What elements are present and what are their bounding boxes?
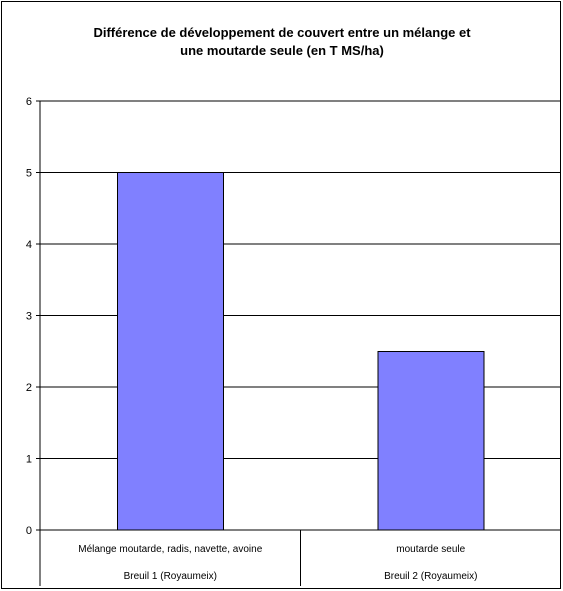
x-category-label: moutarde seule: [396, 544, 465, 555]
y-tick-label: 4: [26, 239, 32, 251]
chart-title: Différence de développement de couvert e…: [93, 25, 471, 58]
y-tick-label: 6: [26, 96, 32, 108]
x-group-label: Breuil 2 (Royaumeix): [384, 571, 477, 582]
y-tick-label: 0: [26, 525, 32, 537]
y-tick-label: 5: [26, 168, 32, 180]
bar: [116, 172, 224, 531]
y-tick-label: 3: [26, 311, 32, 323]
x-group-label: Breuil 1 (Royaumeix): [124, 571, 217, 582]
y-tick-label: 2: [26, 382, 32, 394]
bar: [377, 350, 485, 531]
y-tick-label: 1: [26, 454, 32, 466]
x-category-label: Mélange moutarde, radis, navette, avoine: [78, 544, 262, 555]
